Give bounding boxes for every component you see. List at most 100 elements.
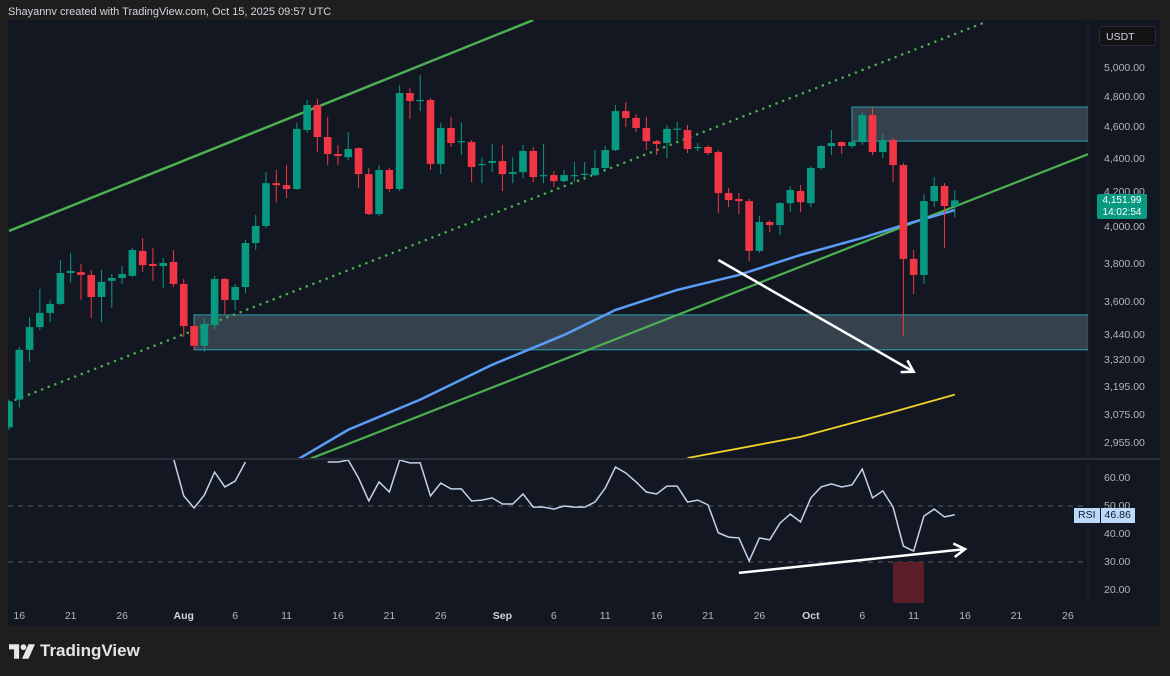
candle[interactable] — [745, 199, 753, 261]
candle[interactable] — [550, 170, 558, 187]
candle[interactable] — [611, 105, 620, 151]
candle[interactable] — [724, 187, 733, 208]
candle[interactable] — [272, 169, 281, 203]
candle[interactable] — [765, 220, 774, 233]
candle[interactable] — [920, 194, 928, 284]
candle[interactable] — [282, 165, 291, 199]
candle[interactable] — [436, 122, 445, 175]
candle[interactable] — [950, 190, 959, 218]
candle[interactable] — [714, 150, 723, 214]
candle[interactable] — [827, 129, 836, 156]
candle[interactable] — [848, 124, 856, 149]
candle[interactable] — [663, 124, 671, 159]
candle[interactable] — [313, 99, 322, 153]
candle[interactable] — [560, 169, 568, 183]
candle[interactable] — [529, 146, 538, 183]
candle[interactable] — [241, 239, 250, 294]
candle[interactable] — [457, 122, 466, 156]
candle[interactable] — [796, 185, 805, 213]
candle[interactable] — [498, 145, 507, 192]
rsi-line[interactable] — [173, 458, 247, 510]
candle[interactable] — [478, 157, 486, 184]
candle[interactable] — [570, 161, 579, 183]
rsi-divergence-arrow[interactable] — [738, 542, 968, 575]
candle[interactable] — [334, 145, 342, 166]
candle[interactable] — [108, 273, 116, 308]
candle[interactable] — [930, 177, 938, 208]
candle[interactable] — [704, 145, 712, 156]
candle[interactable] — [519, 145, 527, 179]
candle[interactable] — [539, 143, 548, 184]
candle[interactable] — [87, 269, 96, 318]
candle[interactable] — [817, 145, 825, 170]
candle[interactable] — [580, 161, 589, 181]
candle[interactable] — [940, 183, 949, 248]
candle[interactable] — [323, 116, 332, 166]
candle[interactable] — [693, 143, 702, 151]
candle[interactable] — [251, 214, 260, 251]
candle[interactable] — [652, 140, 661, 156]
candle[interactable] — [807, 166, 815, 208]
supply-demand-zone[interactable] — [851, 106, 1088, 142]
currency-button[interactable]: USDT — [1099, 26, 1156, 46]
moving-average-slow[interactable] — [687, 393, 956, 458]
candle[interactable] — [179, 278, 188, 338]
candle[interactable] — [293, 122, 301, 191]
candle[interactable] — [642, 116, 651, 151]
rsi-pane[interactable] — [8, 458, 1088, 603]
candle[interactable] — [36, 288, 44, 330]
candle[interactable] — [190, 324, 198, 350]
candle[interactable] — [149, 247, 157, 281]
candle[interactable] — [200, 317, 209, 352]
candle[interactable] — [591, 150, 599, 177]
candle[interactable] — [622, 102, 630, 127]
candle[interactable] — [786, 185, 795, 213]
channel-mid-dotted-line[interactable] — [8, 20, 987, 404]
candle[interactable] — [159, 257, 167, 289]
candle[interactable] — [344, 132, 353, 161]
candle[interactable] — [508, 157, 517, 184]
candle[interactable] — [426, 98, 435, 170]
moving-average-fast[interactable] — [297, 208, 956, 460]
candle[interactable] — [118, 266, 126, 284]
candle[interactable] — [66, 252, 75, 283]
candle[interactable] — [683, 124, 692, 154]
rsi-oversold-highlight[interactable] — [893, 562, 924, 603]
candle[interactable] — [128, 247, 137, 278]
tradingview-logo[interactable]: TradingView — [9, 641, 140, 661]
candle[interactable] — [447, 116, 455, 147]
candle[interactable] — [375, 165, 383, 217]
supply-demand-zone[interactable] — [193, 314, 1088, 351]
candle[interactable] — [632, 113, 640, 133]
candle[interactable] — [899, 162, 908, 336]
candle[interactable] — [889, 137, 897, 183]
candle[interactable] — [673, 121, 681, 141]
candle[interactable] — [837, 141, 846, 155]
candle[interactable] — [56, 260, 65, 305]
candle[interactable] — [909, 250, 918, 295]
candle[interactable] — [210, 275, 219, 330]
candle[interactable] — [169, 250, 178, 288]
candle[interactable] — [138, 237, 147, 272]
candle[interactable] — [15, 346, 24, 408]
candle[interactable] — [395, 85, 404, 192]
candle[interactable] — [365, 168, 373, 215]
channel-lower-line[interactable] — [307, 150, 1099, 460]
candle[interactable] — [406, 88, 414, 119]
candle[interactable] — [467, 140, 476, 183]
candle[interactable] — [416, 75, 424, 112]
main-pane[interactable] — [5, 20, 1098, 460]
candle[interactable] — [77, 263, 85, 300]
candle[interactable] — [221, 277, 229, 314]
rsi-line[interactable] — [327, 460, 955, 563]
candle[interactable] — [303, 99, 311, 133]
candle[interactable] — [262, 172, 270, 228]
price-arrow[interactable] — [717, 258, 916, 374]
channel-upper-line[interactable] — [8, 20, 534, 233]
candle[interactable] — [488, 143, 496, 173]
candle[interactable] — [385, 168, 394, 193]
candle[interactable] — [97, 269, 106, 323]
candle[interactable] — [735, 193, 743, 215]
candle[interactable] — [46, 299, 54, 323]
